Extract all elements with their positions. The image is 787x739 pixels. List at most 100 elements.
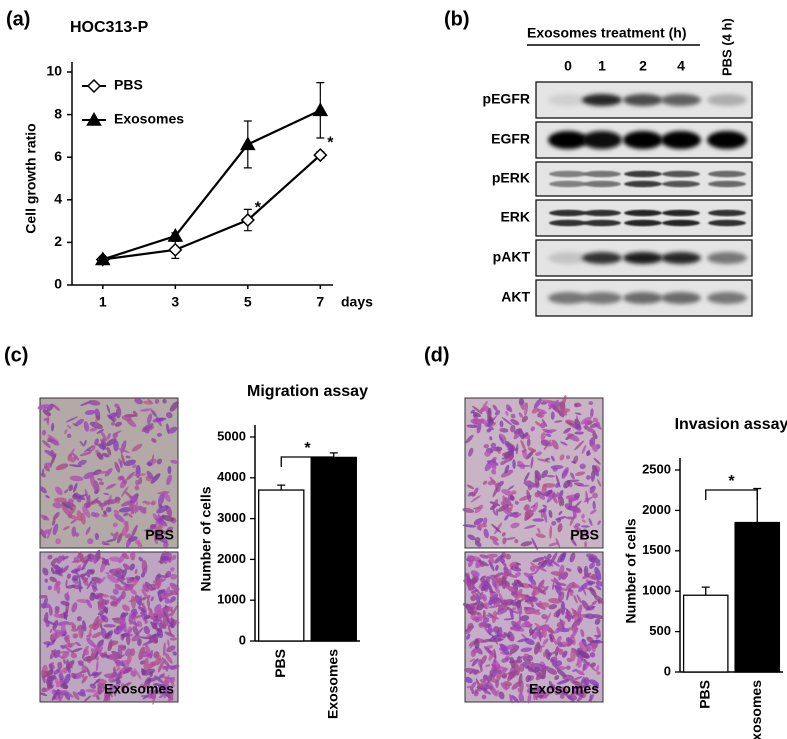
blot-band [661,292,701,304]
cell [55,463,69,471]
cell [143,657,149,671]
cell [81,665,88,673]
cell [51,632,57,639]
cell [519,680,524,695]
cell [165,570,172,578]
cell [468,559,474,568]
cell [67,513,73,519]
cell [538,602,550,608]
legend-label: PBS [114,77,143,93]
cell [520,541,533,547]
significance-mark: * [728,473,735,490]
bar [310,456,357,642]
cell [485,664,491,668]
cell [592,492,598,499]
cell [584,572,590,578]
cell [467,534,476,541]
cell [462,524,477,528]
lane-label: 1 [598,58,606,74]
cell [500,480,505,484]
cell [140,694,149,698]
cell [531,537,538,551]
cell [126,654,132,665]
panel-label: (c) [4,344,28,366]
cell [100,505,104,511]
cell [501,576,507,590]
cell [584,541,588,548]
cell [103,510,107,515]
cell [467,585,473,592]
cell [114,583,123,591]
cell [47,437,53,443]
cell [491,469,497,475]
cell [85,571,91,578]
cell [146,470,154,480]
cell [469,681,477,691]
cell [130,504,136,515]
cell [507,586,515,593]
cell [501,672,508,679]
cell [95,646,99,651]
cell [38,594,48,599]
cell [534,667,541,673]
cell [130,551,136,561]
series-line [102,109,321,261]
cell [55,680,63,688]
cell [561,467,569,479]
cell [121,524,130,536]
cell [132,625,139,636]
cell [482,480,488,485]
cell [144,581,154,592]
cell [40,472,46,478]
cell [96,471,110,474]
cell [53,613,67,619]
cell [75,494,88,499]
cell [157,589,166,595]
cell [553,493,558,498]
cell [101,615,109,623]
cell [116,667,121,672]
cell [138,556,144,562]
cell [536,490,545,496]
cell [465,434,474,444]
cell [495,587,500,594]
cell [142,565,147,574]
cell [98,443,106,450]
cell [572,668,578,672]
cell [129,563,135,571]
x-tick-label: 7 [316,294,324,310]
cell [72,482,78,493]
cell [478,659,483,668]
cell [471,590,478,597]
x-tick-label: 3 [171,294,179,310]
cell [462,507,475,513]
chart-title: HOC313-P [70,19,149,36]
cell [570,648,577,662]
cell [465,627,472,635]
cell [138,646,146,660]
cell [53,629,67,635]
cell [42,440,51,448]
cell [547,403,554,408]
blot-row-label: pERK [492,170,530,186]
cell [114,430,122,435]
cell [513,513,522,518]
cell [540,401,547,405]
cell [148,611,158,621]
blot-band [623,292,663,304]
cell [553,627,564,634]
cell [134,575,141,581]
cell [588,694,595,703]
micrograph-label: PBS [570,527,599,543]
cell [125,455,131,459]
cell [486,428,492,433]
cell [541,439,553,447]
cell [492,657,497,668]
blot-band [623,252,663,264]
cell [572,690,585,699]
cell [55,582,61,595]
cell [556,491,560,500]
cell [560,441,568,446]
cell [120,612,129,618]
cell [570,537,577,547]
